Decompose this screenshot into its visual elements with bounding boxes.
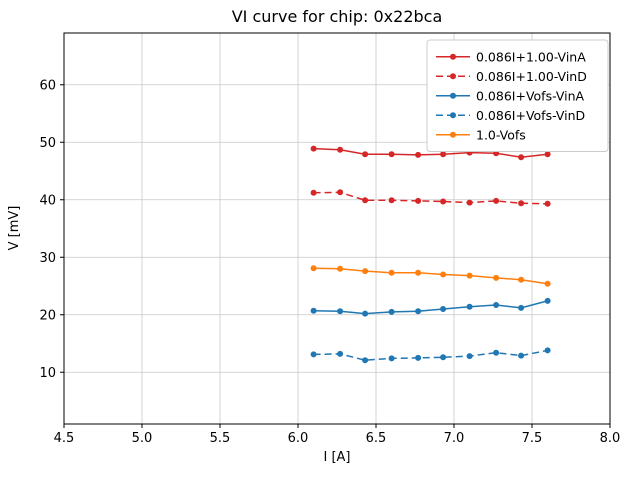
series-marker-0.086I+Vofs-VinD: [362, 357, 369, 364]
x-tick-label: 7.5: [522, 431, 543, 446]
series-line-0.086I+Vofs-VinD: [313, 349, 548, 361]
plot-border: [63, 32, 611, 425]
legend-marker-sample: [450, 131, 456, 138]
x-tick-label: 6.5: [366, 431, 387, 446]
series-marker-0.086I+1.00-VinA: [362, 151, 369, 158]
series-marker-1.0-Vofs: [415, 269, 422, 276]
chart-generated-layer: 4.5 5.0 5.5 6.0 6.5 7.0 7.5 8.0 10 20 30 40 50 60 0.08…: [39, 32, 621, 446]
series-marker-0.086I+1.00-VinD: [544, 200, 551, 207]
legend-marker-sample: [450, 73, 456, 80]
series-marker-0.086I+Vofs-VinA: [440, 306, 447, 312]
series-marker-0.086I+1.00-VinD: [337, 189, 344, 196]
legend-label: 0.086I+Vofs-VinA: [476, 88, 585, 103]
series-marker-0.086I+Vofs-VinA: [388, 308, 395, 315]
series-marker-0.086I+Vofs-VinA: [310, 307, 317, 314]
x-tick-label: 7.0: [444, 431, 465, 446]
y-tick-label: 50: [39, 136, 56, 151]
series-marker-0.086I+Vofs-VinD: [493, 349, 500, 356]
y-tick-label: 30: [39, 251, 56, 266]
legend-box: [426, 39, 609, 152]
series-marker-0.086I+1.00-VinD: [493, 197, 500, 204]
x-axis-label: I [A]: [323, 450, 350, 465]
legend-marker-sample: [450, 92, 456, 99]
series-marker-0.086I+Vofs-VinD: [388, 355, 395, 362]
series-marker-1.0-Vofs: [518, 276, 525, 283]
series-marker-1.0-Vofs: [466, 272, 473, 279]
y-tick-label: 10: [39, 366, 56, 381]
series-marker-0.086I+Vofs-VinD: [337, 350, 344, 357]
series-marker-0.086I+Vofs-VinD: [440, 354, 447, 361]
y-axis-label: V [mV]: [7, 206, 22, 251]
series-marker-1.0-Vofs: [493, 274, 500, 281]
series-marker-0.086I+1.00-VinA: [518, 154, 525, 161]
series-line-0.086I+1.00-VinD: [313, 191, 548, 205]
series-marker-0.086I+Vofs-VinA: [544, 297, 551, 304]
series-marker-0.086I+1.00-VinA: [310, 145, 317, 152]
series-marker-0.086I+Vofs-VinA: [362, 310, 369, 317]
series-marker-1.0-Vofs: [362, 268, 369, 275]
x-tick-label: 4.5: [54, 431, 75, 446]
series-marker-0.086I+1.00-VinA: [440, 151, 447, 158]
y-tick-label: 60: [39, 78, 56, 93]
x-tick-label: 5.5: [210, 431, 231, 446]
series-marker-1.0-Vofs: [440, 271, 447, 278]
legend-label: 0.086I+1.00-VinA: [476, 49, 586, 64]
y-tick-label: 40: [39, 193, 56, 208]
series-marker-0.086I+Vofs-VinA: [518, 304, 525, 311]
series-marker-0.086I+Vofs-VinA: [337, 308, 344, 315]
series-marker-0.086I+1.00-VinD: [440, 198, 447, 205]
y-tick-label: 20: [39, 308, 56, 323]
series-marker-1.0-Vofs: [544, 280, 551, 287]
series-marker-0.086I+Vofs-VinD: [518, 352, 525, 359]
legend-label: 0.086I+1.00-VinD: [476, 69, 587, 84]
legend-label: 0.086I+Vofs-VinD: [476, 108, 585, 123]
series-line-0.086I+1.00-VinA: [313, 147, 548, 158]
series-marker-0.086I+Vofs-VinD: [466, 353, 473, 360]
series-marker-0.086I+1.00-VinA: [544, 151, 551, 158]
series-marker-0.086I+1.00-VinA: [337, 146, 344, 153]
x-tick-label: 6.0: [288, 431, 309, 446]
legend-marker-sample: [450, 53, 456, 60]
series-marker-0.086I+1.00-VinD: [362, 197, 369, 204]
chart-title: VI curve for chip: 0x22bca: [232, 7, 443, 26]
series-marker-0.086I+Vofs-VinD: [310, 351, 317, 358]
series-marker-0.086I+Vofs-VinA: [466, 303, 473, 310]
series-marker-0.086I+1.00-VinD: [466, 199, 473, 206]
series-marker-0.086I+1.00-VinA: [415, 151, 422, 158]
series-marker-0.086I+1.00-VinD: [388, 197, 395, 204]
series-marker-0.086I+1.00-VinD: [310, 189, 317, 196]
series-marker-0.086I+1.00-VinA: [388, 151, 395, 158]
legend-label: 1.0-Vofs: [476, 127, 526, 142]
x-tick-label: 8.0: [600, 431, 621, 446]
series-marker-0.086I+1.00-VinD: [518, 200, 525, 207]
series-marker-0.086I+Vofs-VinD: [544, 347, 551, 354]
x-tick-label: 5.0: [132, 431, 153, 446]
series-line-0.086I+Vofs-VinA: [313, 300, 548, 315]
legend-marker-sample: [450, 112, 456, 119]
series-marker-0.086I+Vofs-VinD: [415, 354, 422, 361]
series-marker-1.0-Vofs: [310, 265, 317, 272]
series-marker-0.086I+Vofs-VinA: [415, 308, 422, 315]
series-line-1.0-Vofs: [313, 267, 548, 285]
series-marker-1.0-Vofs: [388, 269, 395, 276]
series-marker-1.0-Vofs: [337, 265, 344, 272]
series-marker-0.086I+1.00-VinD: [415, 197, 422, 204]
series-marker-0.086I+Vofs-VinA: [493, 302, 500, 308]
